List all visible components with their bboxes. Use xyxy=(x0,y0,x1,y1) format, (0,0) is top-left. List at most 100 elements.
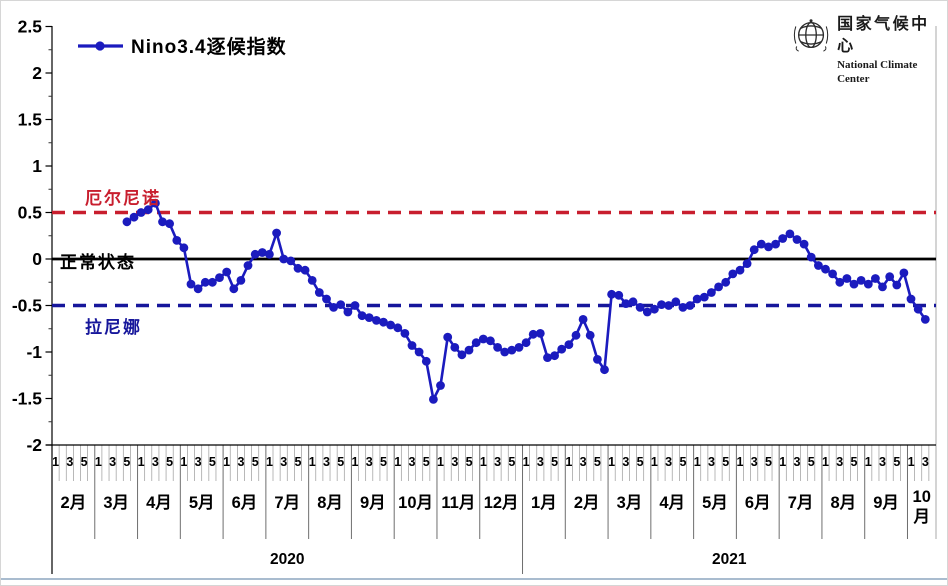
data-point-marker xyxy=(764,242,773,252)
month-label: 10 xyxy=(913,488,931,506)
y-tick-label: 2 xyxy=(32,63,42,83)
data-point-marker xyxy=(835,277,845,287)
data-point-marker xyxy=(585,330,595,340)
pentad-tick-label: 1 xyxy=(480,455,487,469)
data-point-marker xyxy=(186,279,196,289)
nino34-series-line xyxy=(126,201,927,401)
data-point-marker xyxy=(664,301,674,310)
la-nina-threshold-label: 拉尼娜 xyxy=(85,318,142,337)
data-point-marker xyxy=(535,329,545,338)
data-point-marker xyxy=(564,340,574,349)
pentad-tick-label: 3 xyxy=(879,455,886,469)
data-point-marker xyxy=(557,344,567,354)
month-label: 3月 xyxy=(103,493,129,512)
y-tick-label: -1 xyxy=(26,342,42,362)
ncc-logo: 国家气候中心 National Climate Center xyxy=(792,14,947,86)
month-label: 9月 xyxy=(873,493,899,512)
data-point-marker xyxy=(236,276,246,285)
year-label: 2020 xyxy=(270,551,304,568)
data-point-marker xyxy=(336,300,346,309)
data-point-marker xyxy=(265,249,274,259)
data-point-marker xyxy=(350,301,360,310)
data-point-marker xyxy=(600,365,609,375)
data-point-marker xyxy=(165,219,175,229)
data-point-marker xyxy=(728,269,738,279)
month-label: 2月 xyxy=(61,493,87,512)
data-point-marker xyxy=(650,304,659,314)
data-point-marker xyxy=(778,234,788,243)
data-point-marker xyxy=(792,235,802,244)
data-point-marker xyxy=(179,243,189,253)
data-point-marker xyxy=(721,277,731,287)
data-point-marker xyxy=(671,297,681,307)
data-point-marker xyxy=(550,351,559,361)
data-point-marker xyxy=(229,284,239,294)
data-point-marker xyxy=(343,307,353,317)
data-point-marker xyxy=(407,341,417,350)
data-point-marker xyxy=(457,350,467,360)
data-point-marker xyxy=(828,269,837,279)
data-point-marker xyxy=(899,268,909,278)
pentad-tick-label: 5 xyxy=(209,455,216,469)
globe-emblem-icon xyxy=(793,19,829,52)
pentad-tick-label: 3 xyxy=(451,455,458,469)
data-point-marker xyxy=(122,217,132,227)
y-tick-label: 1.5 xyxy=(18,110,43,130)
pentad-tick-label: 5 xyxy=(123,455,130,469)
data-point-marker xyxy=(842,274,852,283)
month-label: 8月 xyxy=(317,493,343,512)
month-label: 7月 xyxy=(788,493,814,512)
data-point-marker xyxy=(642,307,652,317)
month-label: 6月 xyxy=(745,493,771,512)
data-point-marker xyxy=(521,338,531,348)
pentad-tick-label: 5 xyxy=(551,455,558,469)
pentad-tick-label: 3 xyxy=(152,455,159,469)
data-point-marker xyxy=(464,345,474,355)
data-point-marker xyxy=(364,313,374,322)
pentad-tick-label: 1 xyxy=(138,455,145,469)
pentad-tick-label: 1 xyxy=(266,455,273,469)
pentad-tick-label: 1 xyxy=(651,455,658,469)
pentad-tick-label: 5 xyxy=(637,455,644,469)
pentad-tick-label: 3 xyxy=(794,455,801,469)
data-point-marker xyxy=(920,315,930,324)
data-point-marker xyxy=(543,353,552,362)
month-label-wrap: 月 xyxy=(912,507,930,526)
month-label: 10月 xyxy=(398,493,433,512)
bottom-border-rule xyxy=(1,578,947,580)
data-point-marker xyxy=(892,280,902,290)
data-point-marker xyxy=(814,261,823,270)
data-point-marker xyxy=(500,347,510,357)
pentad-tick-label: 3 xyxy=(665,455,672,469)
data-point-marker xyxy=(657,300,666,309)
pentad-tick-label: 1 xyxy=(180,455,187,469)
pentad-tick-label: 5 xyxy=(508,455,515,469)
data-point-marker xyxy=(578,315,588,324)
y-tick-label: 0 xyxy=(32,249,42,269)
pentad-tick-label: 5 xyxy=(380,455,387,469)
data-point-marker xyxy=(771,239,780,249)
data-point-marker xyxy=(493,343,502,352)
pentad-tick-label: 3 xyxy=(922,455,929,469)
data-point-marker xyxy=(329,303,338,312)
data-point-marker xyxy=(436,381,445,390)
pentad-tick-label: 1 xyxy=(352,455,359,469)
pentad-tick-label: 5 xyxy=(679,455,686,469)
data-point-marker xyxy=(735,265,745,275)
pentad-tick-label: 5 xyxy=(294,455,301,469)
data-point-marker xyxy=(357,311,367,321)
data-point-marker xyxy=(136,208,146,217)
data-point-marker xyxy=(714,282,723,292)
y-tick-label: 0.5 xyxy=(18,203,43,223)
data-point-marker xyxy=(678,303,688,312)
data-point-marker xyxy=(486,336,495,346)
data-point-marker xyxy=(507,345,517,355)
data-point-marker xyxy=(443,332,453,342)
month-label: 5月 xyxy=(189,493,215,512)
pentad-tick-label: 3 xyxy=(836,455,843,469)
data-point-marker xyxy=(372,316,381,325)
pentad-tick-label: 1 xyxy=(223,455,230,469)
pentad-tick-label: 3 xyxy=(109,455,116,469)
pentad-tick-label: 3 xyxy=(280,455,287,469)
